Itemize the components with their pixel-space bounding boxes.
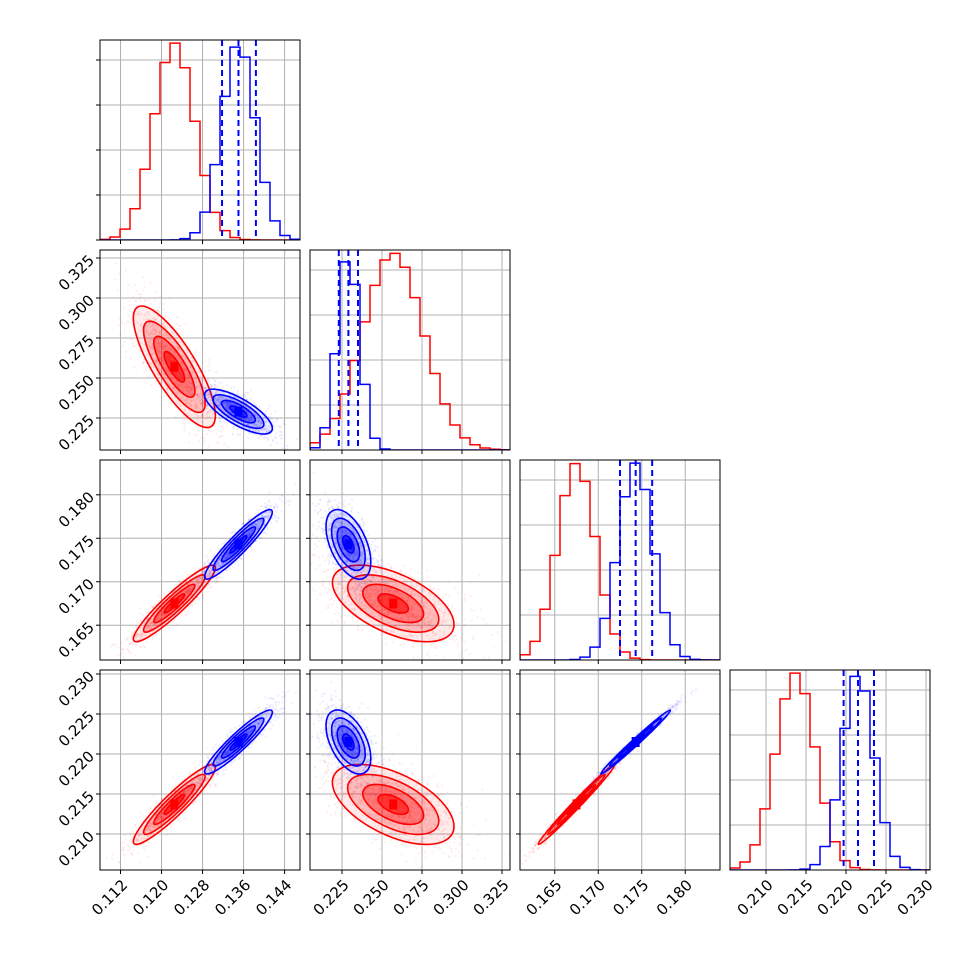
x-tick-label: 0.220 [814,876,857,919]
y-tick-label: 0.275 [55,331,98,374]
panel-frame [519,669,721,871]
density-peak [344,737,353,747]
scatter-panel-3-0 [96,669,301,874]
ticks [765,870,927,874]
ticks [554,660,686,664]
hist-panel-2-2 [519,459,721,664]
ticks [306,673,503,874]
x-tick-label: 0.120 [129,876,172,919]
hist-panel-3-3 [729,669,931,874]
y-tick-label: 0.220 [55,747,98,790]
y-tick-labels: 0.2250.2500.2750.3000.3250.1650.1700.175… [55,251,98,870]
y-tick-label: 0.170 [55,575,98,618]
y-tick-label: 0.165 [55,618,98,661]
panel-frame [99,39,301,241]
density-peak [234,539,243,550]
density-peak [389,598,398,609]
x-tick-label: 0.215 [774,876,817,919]
y-tick-label: 0.175 [55,532,98,575]
x-tick-label: 0.144 [252,876,295,919]
panel-frame [309,459,511,661]
density-peak [572,799,581,810]
y-tick-label: 0.215 [55,787,98,830]
panel-frame [99,669,301,871]
x-tick-label: 0.210 [734,876,777,919]
y-tick-label: 0.225 [55,707,98,750]
y-tick-label: 0.230 [55,667,98,710]
x-tick-label: 0.112 [88,876,131,919]
panel-frame [519,459,721,661]
y-tick-label: 0.210 [55,827,98,870]
scatter-panel-3-1 [306,669,511,874]
ticks [96,673,286,874]
x-tick-label: 0.128 [170,876,213,919]
density-peak [389,799,398,810]
density-peak [170,799,179,810]
panel-frame [99,249,301,451]
x-tick-label: 0.136 [211,876,254,919]
ticks [96,59,286,244]
hist-panel-1-1 [309,249,511,454]
y-tick-label: 0.325 [55,251,98,294]
x-tick-label: 0.325 [470,876,513,919]
density-peak [234,406,243,417]
scatter-panel-1-0 [96,249,301,454]
grid [100,40,300,240]
grid [310,670,510,870]
histogram-series-1 [310,261,510,450]
density-peak [234,737,243,747]
y-tick-label: 0.300 [55,291,98,334]
panels [96,39,931,874]
density-peak [344,539,353,550]
x-tick-label: 0.275 [390,876,433,919]
x-tick-label: 0.175 [609,876,652,919]
density-peak [170,361,179,372]
y-tick-label: 0.225 [55,411,98,454]
density-peak [170,598,179,609]
x-tick-label: 0.230 [894,876,937,919]
grid [100,670,300,870]
grid [730,670,930,870]
ticks [306,494,503,664]
scatter-panel-2-0 [96,459,301,664]
panel-frame [729,669,931,871]
histogram-series-0 [310,252,510,450]
ticks [516,673,686,874]
scatter-panel-3-2 [516,669,721,874]
panel-frame [99,459,301,661]
x-tick-label: 0.225 [310,876,353,919]
y-tick-label: 0.180 [55,488,98,531]
y-tick-label: 0.250 [55,371,98,414]
ticks [96,494,286,664]
x-tick-label: 0.170 [566,876,609,919]
density-peak [631,737,640,747]
x-tick-label: 0.250 [350,876,393,919]
scatter-panel-2-1 [306,459,511,664]
x-tick-label: 0.180 [653,876,696,919]
grid [310,250,510,450]
x-tick-label: 0.165 [522,876,565,919]
panel-frame [309,669,511,871]
x-tick-label: 0.300 [430,876,473,919]
panel-frame [309,249,511,451]
ticks [96,257,286,454]
ticks [341,450,503,454]
grid [100,460,300,660]
hist-panel-0-0 [96,39,301,244]
x-tick-label: 0.225 [854,876,897,919]
